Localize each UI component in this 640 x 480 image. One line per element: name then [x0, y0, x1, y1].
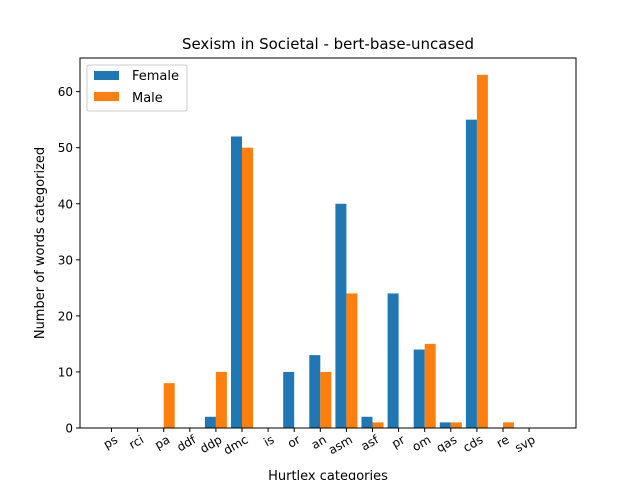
x-tick-label-pa: pa: [152, 432, 172, 452]
bar-female-asm: [335, 203, 347, 428]
bar-male-pa: [163, 383, 175, 428]
bar-female-qas: [439, 422, 451, 428]
legend-swatch-female: [94, 71, 119, 80]
bar-female-asf: [361, 416, 373, 428]
x-tick-label-ps: ps: [101, 432, 120, 451]
legend-swatch-male: [94, 92, 119, 101]
bars-layer: [163, 74, 514, 429]
x-axis-label: Hurtlex categories: [268, 469, 388, 480]
bar-female-an: [309, 355, 321, 428]
bar-female-pr: [387, 293, 399, 428]
bar-male-an: [320, 371, 332, 428]
y-tick-label: 60: [58, 85, 73, 99]
bar-male-ddp: [215, 371, 227, 428]
x-tick-label-rci: rci: [126, 432, 146, 451]
bar-male-re: [503, 422, 514, 428]
legend: Female Male: [86, 64, 188, 112]
bar-female-om: [413, 349, 425, 428]
y-tick-label: 20: [58, 309, 73, 323]
plot-frame: [79, 57, 577, 429]
x-tick-label-an: an: [309, 432, 329, 452]
bar-female-cds: [465, 119, 477, 429]
bar-male-om: [424, 343, 436, 428]
y-tick-label: 30: [58, 253, 73, 267]
y-tick-label: 40: [58, 197, 73, 211]
y-axis: 0 10 20 30 40 50 60: [58, 85, 80, 436]
x-tick-label-pr: pr: [389, 432, 407, 450]
bar-male-asf: [372, 422, 384, 428]
y-tick-label: 50: [58, 141, 73, 155]
bar-female-or: [283, 371, 295, 428]
bar-male-asm: [346, 293, 358, 428]
chart-title: Sexism in Societal - bert-base-uncased: [182, 35, 474, 53]
bar-male-cds: [476, 74, 488, 428]
y-tick-label: 0: [65, 422, 73, 436]
bar-female-dmc: [231, 136, 242, 429]
y-tick-label: 10: [58, 365, 73, 379]
legend-label-female: Female: [132, 69, 179, 84]
y-axis-label: Number of words categorized: [33, 147, 48, 339]
bar-female-ddp: [204, 416, 216, 428]
legend-label-male: Male: [132, 91, 163, 106]
bar-male-dmc: [242, 147, 253, 428]
bar-male-qas: [450, 422, 462, 428]
